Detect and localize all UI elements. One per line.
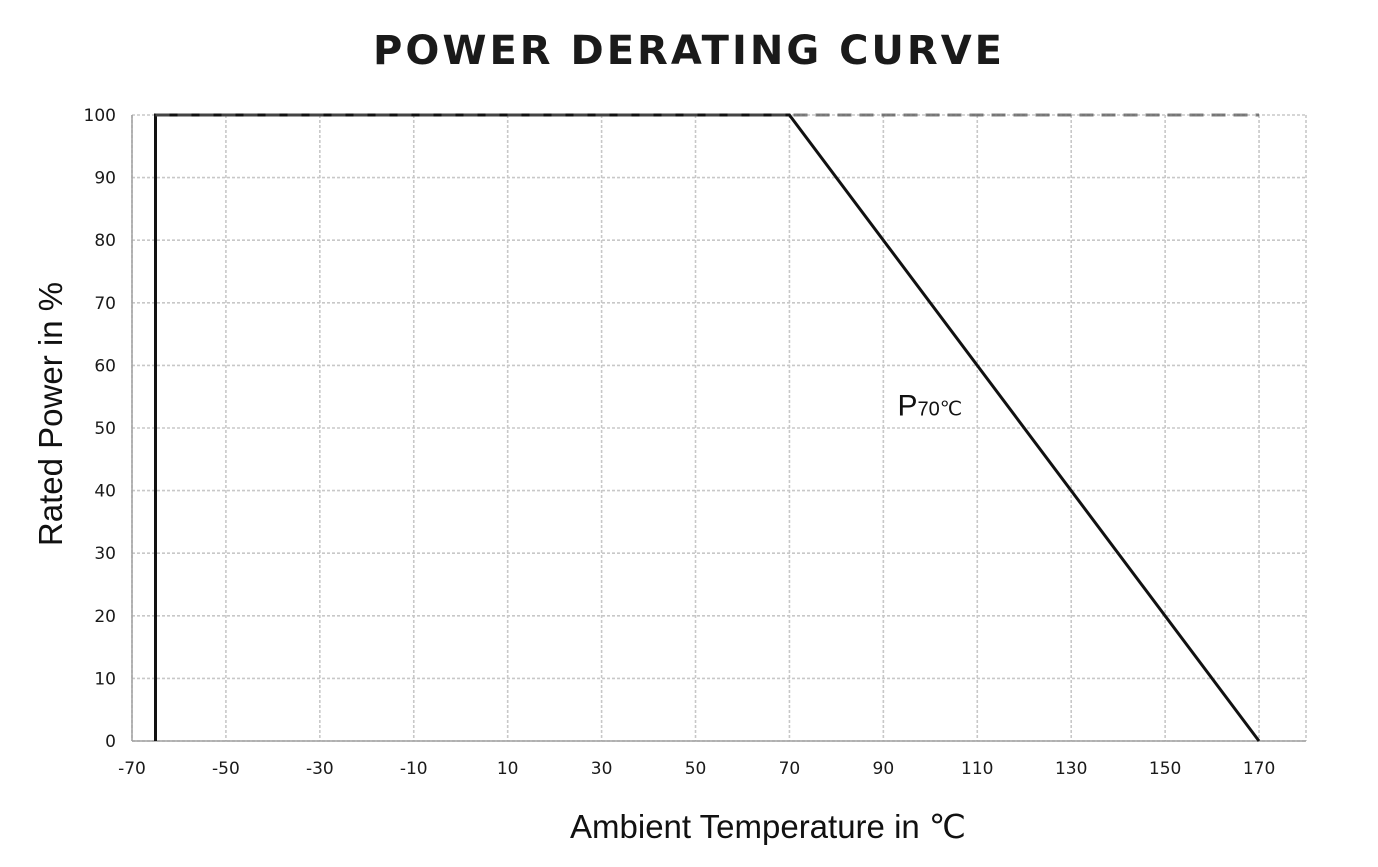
x-tick-label: 110 bbox=[961, 759, 993, 779]
p70-annotation-main: P bbox=[897, 389, 917, 422]
x-tick-label: 130 bbox=[1055, 759, 1087, 779]
y-tick-label: 30 bbox=[94, 544, 116, 564]
x-tick-label: 150 bbox=[1149, 759, 1181, 779]
x-tick-label: 10 bbox=[497, 759, 519, 779]
y-tick-label: 50 bbox=[94, 419, 116, 439]
x-axis-label: Ambient Temperature in ℃ bbox=[570, 808, 966, 845]
y-tick-label: 20 bbox=[94, 607, 116, 627]
x-tick-label: 90 bbox=[873, 759, 895, 779]
y-tick-label: 100 bbox=[84, 106, 116, 126]
y-tick-label: 40 bbox=[94, 482, 116, 502]
x-tick-label: -70 bbox=[118, 759, 146, 779]
x-tick-label: -50 bbox=[212, 759, 240, 779]
y-tick-label: 70 bbox=[94, 294, 116, 314]
x-tick-label: 70 bbox=[779, 759, 801, 779]
x-tick-label: 170 bbox=[1243, 759, 1275, 779]
x-tick-label: 30 bbox=[591, 759, 613, 779]
y-tick-label: 0 bbox=[105, 732, 116, 752]
x-tick-label: -10 bbox=[400, 759, 428, 779]
p70-annotation: P70℃ bbox=[897, 389, 962, 422]
y-tick-label: 80 bbox=[94, 231, 116, 251]
y-tick-label: 60 bbox=[94, 356, 116, 376]
x-tick-label: -30 bbox=[306, 759, 334, 779]
y-tick-label: 90 bbox=[94, 169, 116, 189]
y-tick-label: 10 bbox=[94, 669, 116, 689]
x-tick-label: 50 bbox=[685, 759, 707, 779]
y-axis-label: Rated Power in % bbox=[32, 282, 69, 546]
chart-title: POWER DERATING CURVE bbox=[373, 28, 1005, 74]
p70-annotation-sub: 70℃ bbox=[917, 398, 962, 420]
